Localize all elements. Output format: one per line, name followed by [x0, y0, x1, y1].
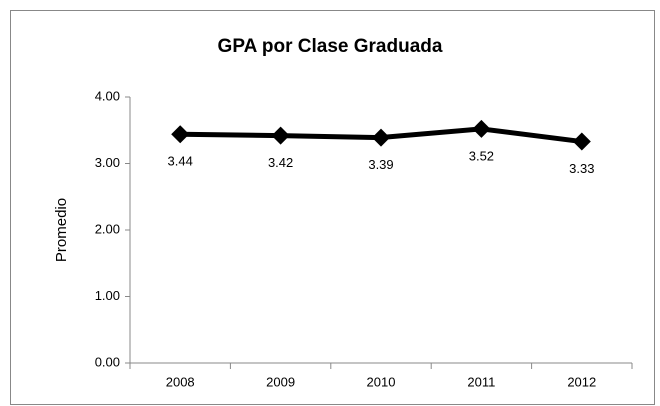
x-tick-label: 2012 — [567, 374, 596, 389]
marker — [472, 119, 491, 138]
data-label: 3.39 — [368, 157, 393, 172]
y-tick-label: 4.00 — [95, 88, 120, 103]
chart-frame — [10, 10, 655, 405]
y-tick-label: 0.00 — [95, 354, 120, 369]
marker — [271, 126, 290, 145]
data-label: 3.33 — [569, 161, 594, 176]
data-label: 3.42 — [268, 155, 293, 170]
x-tick-label: 2009 — [266, 374, 295, 389]
x-tick-label: 2010 — [367, 374, 396, 389]
marker — [572, 132, 591, 151]
y-tick-label: 3.00 — [95, 155, 120, 170]
data-label: 3.44 — [168, 154, 193, 169]
marker — [372, 128, 390, 147]
chart-title: GPA por Clase Graduada — [218, 36, 443, 57]
y-tick-label: 2.00 — [95, 221, 120, 236]
data-label: 3.52 — [469, 148, 494, 163]
y-tick-label: 1.00 — [95, 288, 120, 303]
marker — [171, 125, 190, 144]
x-tick-label: 2011 — [467, 374, 495, 389]
x-tick-label: 2008 — [166, 374, 195, 389]
y-axis-label: Promedio — [53, 198, 70, 262]
